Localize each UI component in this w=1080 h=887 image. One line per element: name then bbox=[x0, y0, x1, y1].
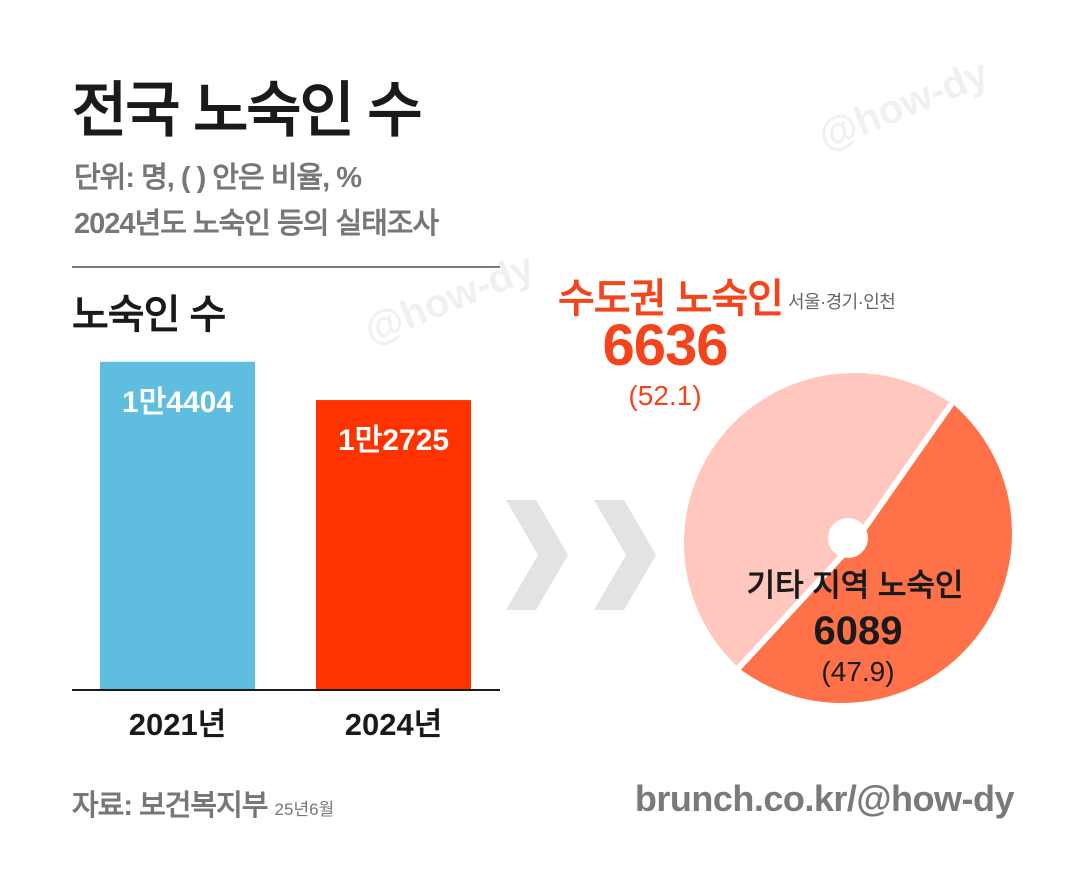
other-slice-percent: (47.9) bbox=[821, 656, 894, 687]
metro-slice-note: 서울·경기·인천 bbox=[788, 292, 896, 312]
unit-note: 단위: 명, ( ) 안은 비율, % bbox=[74, 162, 362, 194]
source-note: 자료: 보건복지부 25년6월 bbox=[72, 790, 335, 822]
chevron-right-icon bbox=[594, 500, 656, 610]
bar-value-label: 1만4404 bbox=[122, 386, 233, 419]
pie-center-hole bbox=[828, 518, 868, 558]
other-slice-value: 6089 bbox=[814, 609, 903, 653]
x-tick-label: 2021년 bbox=[129, 707, 226, 742]
metro-slice-value: 6636 bbox=[602, 313, 728, 378]
page-title: 전국 노숙인 수 bbox=[72, 77, 423, 144]
section-divider bbox=[72, 266, 500, 268]
metro-slice-percent: (52.1) bbox=[628, 380, 702, 411]
other-slice-label: 기타 지역 노숙인 bbox=[747, 568, 964, 603]
bar-0 bbox=[100, 361, 255, 690]
pie-slice-1 bbox=[678, 367, 957, 674]
x-tick-label: 2024년 bbox=[345, 707, 442, 742]
bar-value-label: 1만2725 bbox=[338, 424, 449, 457]
credit-link: brunch.co.kr/@how-dy bbox=[634, 778, 1015, 819]
metro-slice-label: 수도권 노숙인 bbox=[558, 277, 784, 321]
bar-1 bbox=[316, 400, 471, 690]
bar-chart-title: 노숙인 수 bbox=[72, 293, 226, 337]
pie-slice-0 bbox=[721, 388, 1018, 709]
chevron-right-icon bbox=[506, 500, 568, 610]
survey-note: 2024년도 노숙인 등의 실태조사 bbox=[74, 208, 439, 240]
source-date: 25년6월 bbox=[274, 800, 335, 819]
